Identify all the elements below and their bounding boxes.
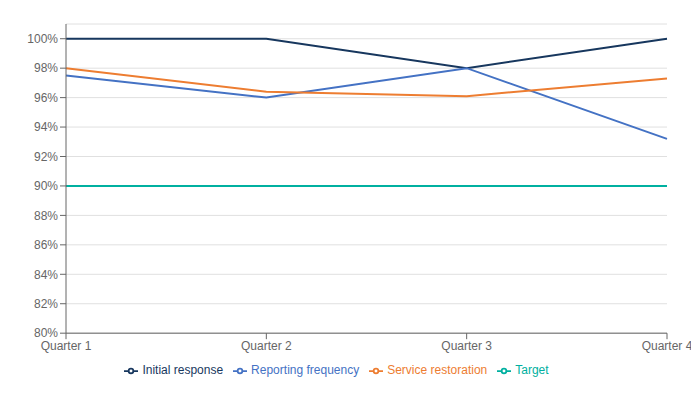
html-text:Service restoration: Service restoration	[387, 363, 488, 378]
svg-text:88%: 88%	[34, 209, 58, 223]
svg-text:Quarter 1: Quarter 1	[41, 339, 92, 353]
svg-text:96%: 96%	[34, 91, 58, 105]
html-text:Target: Target	[515, 363, 549, 378]
html-text:Reporting frequency: Reporting frequency	[251, 363, 360, 378]
svg-text:82%: 82%	[34, 297, 58, 311]
svg-text:86%: 86%	[34, 238, 58, 252]
svg-text:80%: 80%	[34, 326, 58, 340]
svg-text:92%: 92%	[34, 150, 58, 164]
svg-text:Quarter 4: Quarter 4	[642, 339, 691, 353]
svg-text:98%: 98%	[34, 61, 58, 75]
svg-text:90%: 90%	[34, 179, 58, 193]
svg-text:Quarter 2: Quarter 2	[241, 339, 292, 353]
html-text:Initial response: Initial response	[142, 363, 224, 378]
svg-text:Quarter 3: Quarter 3	[441, 339, 492, 353]
svg-text:84%: 84%	[34, 268, 58, 282]
svg-text:94%: 94%	[34, 120, 58, 134]
svg-text:100%: 100%	[27, 32, 58, 46]
